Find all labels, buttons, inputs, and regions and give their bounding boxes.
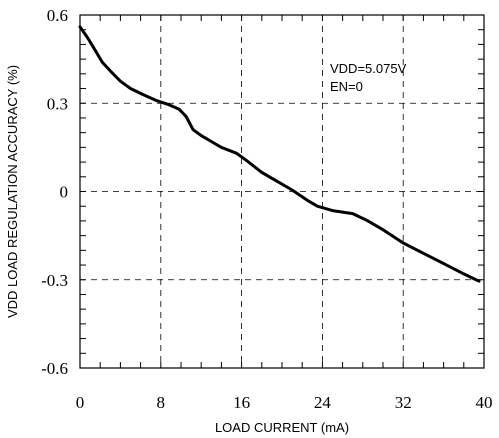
grid-layer bbox=[80, 15, 484, 368]
x-tick-label: 40 bbox=[476, 393, 493, 412]
y-tick-label: 0.6 bbox=[47, 6, 68, 25]
y-axis-title: VDD LOAD REGULATION ACCURACY (%) bbox=[5, 65, 20, 318]
y-tick-label: 0 bbox=[60, 183, 69, 202]
y-tick-label: -0.3 bbox=[41, 271, 68, 290]
annotation-vdd: VDD=5.075V bbox=[330, 61, 407, 76]
x-tick-label: 32 bbox=[395, 393, 412, 412]
tick-layer bbox=[79, 14, 485, 369]
label-layer: 0 8 16 24 32 40 0.6 0.3 0 -0.3 -0.6 bbox=[41, 6, 492, 412]
x-tick-label: 0 bbox=[76, 393, 85, 412]
series-layer bbox=[78, 25, 481, 283]
y-tick-label: 0.3 bbox=[47, 94, 68, 113]
x-tick-label: 24 bbox=[314, 393, 332, 412]
annotation-en: EN=0 bbox=[330, 79, 363, 94]
y-tick-label: -0.6 bbox=[41, 359, 68, 378]
series-line bbox=[78, 25, 481, 283]
x-axis-title: LOAD CURRENT (mA) bbox=[215, 420, 349, 435]
x-tick-label: 8 bbox=[157, 393, 166, 412]
x-tick-label: 16 bbox=[233, 393, 250, 412]
